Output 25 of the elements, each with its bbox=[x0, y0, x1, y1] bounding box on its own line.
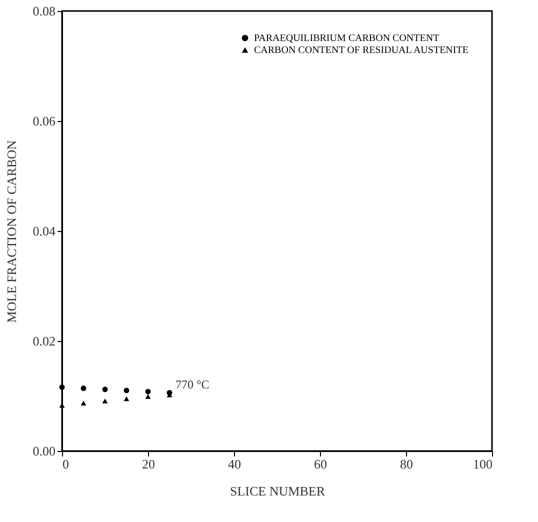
point bbox=[80, 400, 86, 406]
point bbox=[145, 388, 151, 394]
point bbox=[145, 394, 151, 399]
y-tick-label: 0.08 bbox=[32, 4, 56, 18]
point bbox=[102, 398, 108, 404]
point bbox=[59, 384, 65, 390]
x-tick-label: 80 bbox=[400, 456, 413, 472]
x-tick-label: 100 bbox=[473, 456, 492, 472]
y-axis-title: MOLE FRACTION OF CARBON bbox=[4, 140, 19, 323]
y-tick-label: 0.06 bbox=[32, 114, 56, 128]
point bbox=[124, 388, 130, 394]
y-tick-label: 0.00 bbox=[32, 444, 56, 458]
y-tick-label: 0.04 bbox=[32, 224, 56, 238]
legend-label: PARAEQUILIBRIUM CARBON CONTENT bbox=[254, 33, 440, 44]
point bbox=[102, 386, 108, 392]
legend-label: CARBON CONTENT OF RESIDUAL AUSTENITE bbox=[254, 45, 468, 56]
x-axis-title: SLICE NUMBER bbox=[230, 484, 326, 498]
x-tick-label: 0 bbox=[62, 456, 69, 472]
point bbox=[124, 396, 130, 402]
x-tick-label: 20 bbox=[142, 456, 155, 472]
y-tick-label: 0.02 bbox=[32, 334, 56, 348]
x-tick-label: 40 bbox=[228, 456, 241, 472]
point bbox=[80, 386, 86, 392]
x-tick-label: 60 bbox=[314, 456, 327, 472]
annotation: 770 °C bbox=[176, 378, 210, 392]
